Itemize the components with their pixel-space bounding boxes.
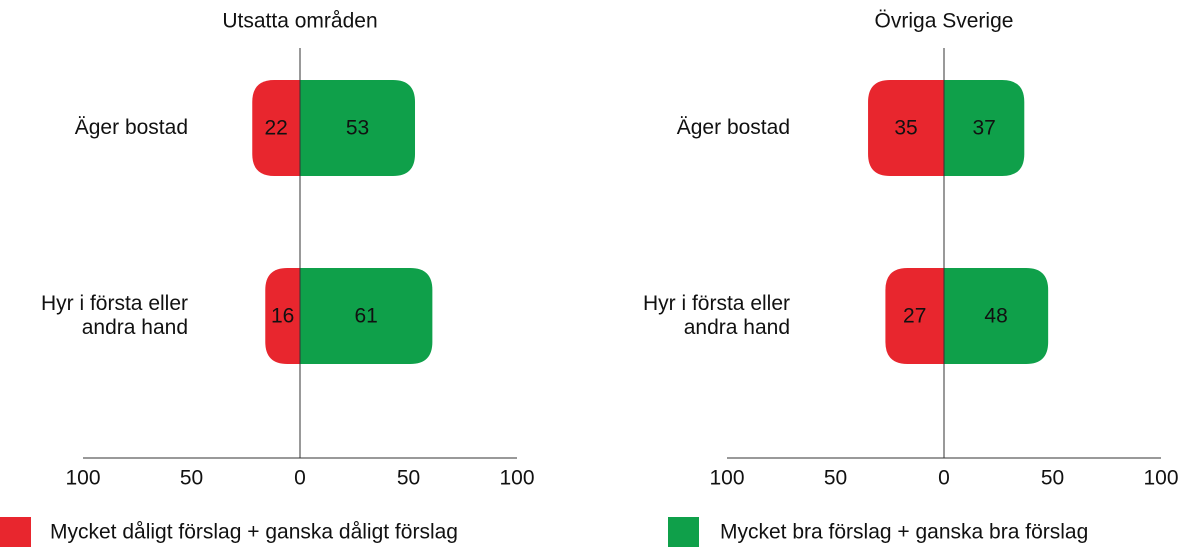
bar <box>252 80 300 176</box>
bar <box>885 268 944 364</box>
x-tick-label: 0 <box>938 467 950 490</box>
bar <box>300 80 416 176</box>
bar <box>944 80 1025 176</box>
value-label: 27 <box>903 305 926 328</box>
category-label: Hyr i första eller andra hand <box>40 292 188 339</box>
x-tick-label: 100 <box>499 467 534 490</box>
x-tick-label: 50 <box>824 467 847 490</box>
value-label: 35 <box>894 117 917 140</box>
bar <box>944 268 1049 364</box>
category-label: Hyr i första eller andra hand <box>642 292 790 339</box>
category-label: Äger bostad <box>74 116 188 139</box>
x-tick-label: 100 <box>709 467 744 490</box>
bar <box>265 268 300 364</box>
x-tick-label: 100 <box>65 467 100 490</box>
chart-title: Övriga Sverige <box>875 10 1014 33</box>
legend-label: Mycket bra förslag + ganska bra förslag <box>720 521 1088 544</box>
value-label: 48 <box>984 305 1007 328</box>
x-tick-label: 50 <box>397 467 420 490</box>
value-label: 61 <box>355 305 378 328</box>
category-label: Äger bostad <box>676 116 790 139</box>
legend-label: Mycket dåligt förslag + ganska dåligt fö… <box>50 521 458 544</box>
x-tick-label: 100 <box>1143 467 1178 490</box>
value-label: 37 <box>972 117 995 140</box>
legend-swatch <box>0 517 31 547</box>
legend-swatch <box>668 517 699 547</box>
value-label: 53 <box>346 117 369 140</box>
chart-title: Utsatta områden <box>222 10 377 33</box>
x-tick-label: 50 <box>180 467 203 490</box>
value-label: 16 <box>271 305 294 328</box>
x-tick-label: 50 <box>1041 467 1064 490</box>
x-tick-label: 0 <box>294 467 306 490</box>
value-label: 22 <box>264 117 287 140</box>
bar <box>868 80 944 176</box>
bar <box>300 268 433 364</box>
